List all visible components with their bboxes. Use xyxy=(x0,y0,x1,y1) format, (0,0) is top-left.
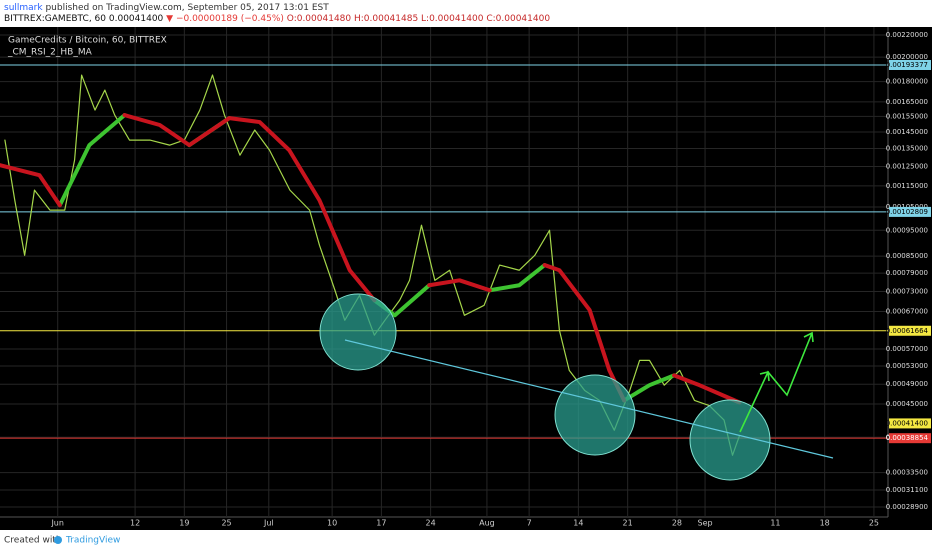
symbol: BITTREX:GAMEBTC, 60 xyxy=(4,14,106,24)
ohlc: O:0.00041480 H:0.00041485 L:0.00041400 C… xyxy=(287,14,551,24)
logo xyxy=(54,536,62,544)
y-tick-label: 0.00095000 xyxy=(886,226,928,234)
plot-bg xyxy=(0,27,932,530)
footer-bg xyxy=(0,530,932,550)
x-tick-label: Aug xyxy=(479,519,495,528)
projection xyxy=(739,332,813,433)
price-box-label: 0.00041400 xyxy=(886,419,928,427)
x-tick-label: 21 xyxy=(623,519,633,528)
y-tick-label: 0.00033500 xyxy=(886,469,928,477)
y-tick-label: 0.00085000 xyxy=(886,252,928,260)
x-tick-label: Jul xyxy=(263,519,274,528)
y-tick-label: 0.00220000 xyxy=(886,31,928,39)
y-tick-label: 0.00115000 xyxy=(886,182,928,190)
x-tick-label: Sep xyxy=(698,519,713,528)
y-tick-label: 0.00049000 xyxy=(886,380,928,388)
circle xyxy=(689,399,771,481)
price-box xyxy=(889,433,931,444)
price-box xyxy=(889,59,931,70)
x-tick-label: 10 xyxy=(327,519,337,528)
y-tick-label: 0.00125000 xyxy=(886,162,928,170)
price-box xyxy=(889,325,931,336)
y-tick-label: 0.00165000 xyxy=(886,98,928,106)
series-line xyxy=(57,113,127,208)
header-bg xyxy=(0,0,932,27)
y-tick-label: 0.00057000 xyxy=(886,345,928,353)
y-tick-label: 0.00180000 xyxy=(886,78,928,86)
y-tick-label: 0.00028900 xyxy=(886,503,928,511)
x-tick-label: 25 xyxy=(869,519,879,528)
series-line xyxy=(427,278,492,293)
x-tick-label: 14 xyxy=(573,519,583,528)
series-line xyxy=(622,373,677,403)
y-tick-label: 0.00155000 xyxy=(886,112,928,120)
y-tick-label: 0.00135000 xyxy=(886,145,928,153)
price-box xyxy=(889,418,931,429)
x-tick-label: 12 xyxy=(130,519,140,528)
y-tick-label: 0.00200000 xyxy=(886,53,928,61)
levels xyxy=(0,64,888,439)
series-line xyxy=(487,263,547,293)
y-tick-label: 0.00145000 xyxy=(886,128,928,136)
header-line: sullmark published on TradingView.com, S… xyxy=(4,3,329,13)
y-tick-label: 0.00079000 xyxy=(886,269,928,277)
x-tick-label: Jun xyxy=(50,519,64,528)
price-box-label: 0.00102809 xyxy=(886,208,928,216)
published: published on TradingView.com, September … xyxy=(45,3,329,13)
x-tick-label: 28 xyxy=(672,519,682,528)
price-box xyxy=(889,206,931,217)
indicator: _CM_RSI_2_HB_MA xyxy=(7,48,93,58)
chart-title: GameCredits / Bitcoin, 60, BITTREX xyxy=(8,36,167,46)
x-tick-label: 11 xyxy=(770,519,780,528)
x-tick-label: 19 xyxy=(179,519,189,528)
price: 0.00041400 xyxy=(109,14,164,24)
series-line xyxy=(672,373,742,405)
change: ▼ −0.00000189 (−0.45%) xyxy=(166,14,284,24)
x-tick-label: 17 xyxy=(376,519,386,528)
arrowhead xyxy=(803,331,814,343)
x-tick-label: 7 xyxy=(527,519,532,528)
arrowhead xyxy=(759,371,770,382)
x-tick-label: 24 xyxy=(426,519,436,528)
y-tick-label: 0.00067000 xyxy=(886,307,928,315)
x-tick-label: 25 xyxy=(221,519,231,528)
price-box-label: 0.00193377 xyxy=(886,61,928,69)
footer-brand[interactable]: TradingView xyxy=(65,536,120,546)
author[interactable]: sullmark xyxy=(4,3,43,13)
circle xyxy=(319,293,397,371)
circle xyxy=(554,374,636,456)
x-tick-label: 18 xyxy=(820,519,830,528)
trendline xyxy=(344,339,834,459)
series-line xyxy=(122,113,377,303)
y-tick-label: 0.00073000 xyxy=(886,288,928,296)
symbol-line: BITTREX:GAMEBTC, 60 0.00041400 ▼ −0.0000… xyxy=(4,14,550,24)
price-box-label: 0.00038854 xyxy=(886,434,929,442)
y-tick-label: 0.00053000 xyxy=(886,362,928,370)
series-line xyxy=(0,163,62,208)
footer-text: Created with xyxy=(4,536,62,546)
drawings xyxy=(319,293,834,481)
y-tick-label: 0.00031100 xyxy=(886,486,928,494)
y-tick-label: 0.00045000 xyxy=(886,400,928,408)
price-box-label: 0.00061664 xyxy=(886,327,929,335)
